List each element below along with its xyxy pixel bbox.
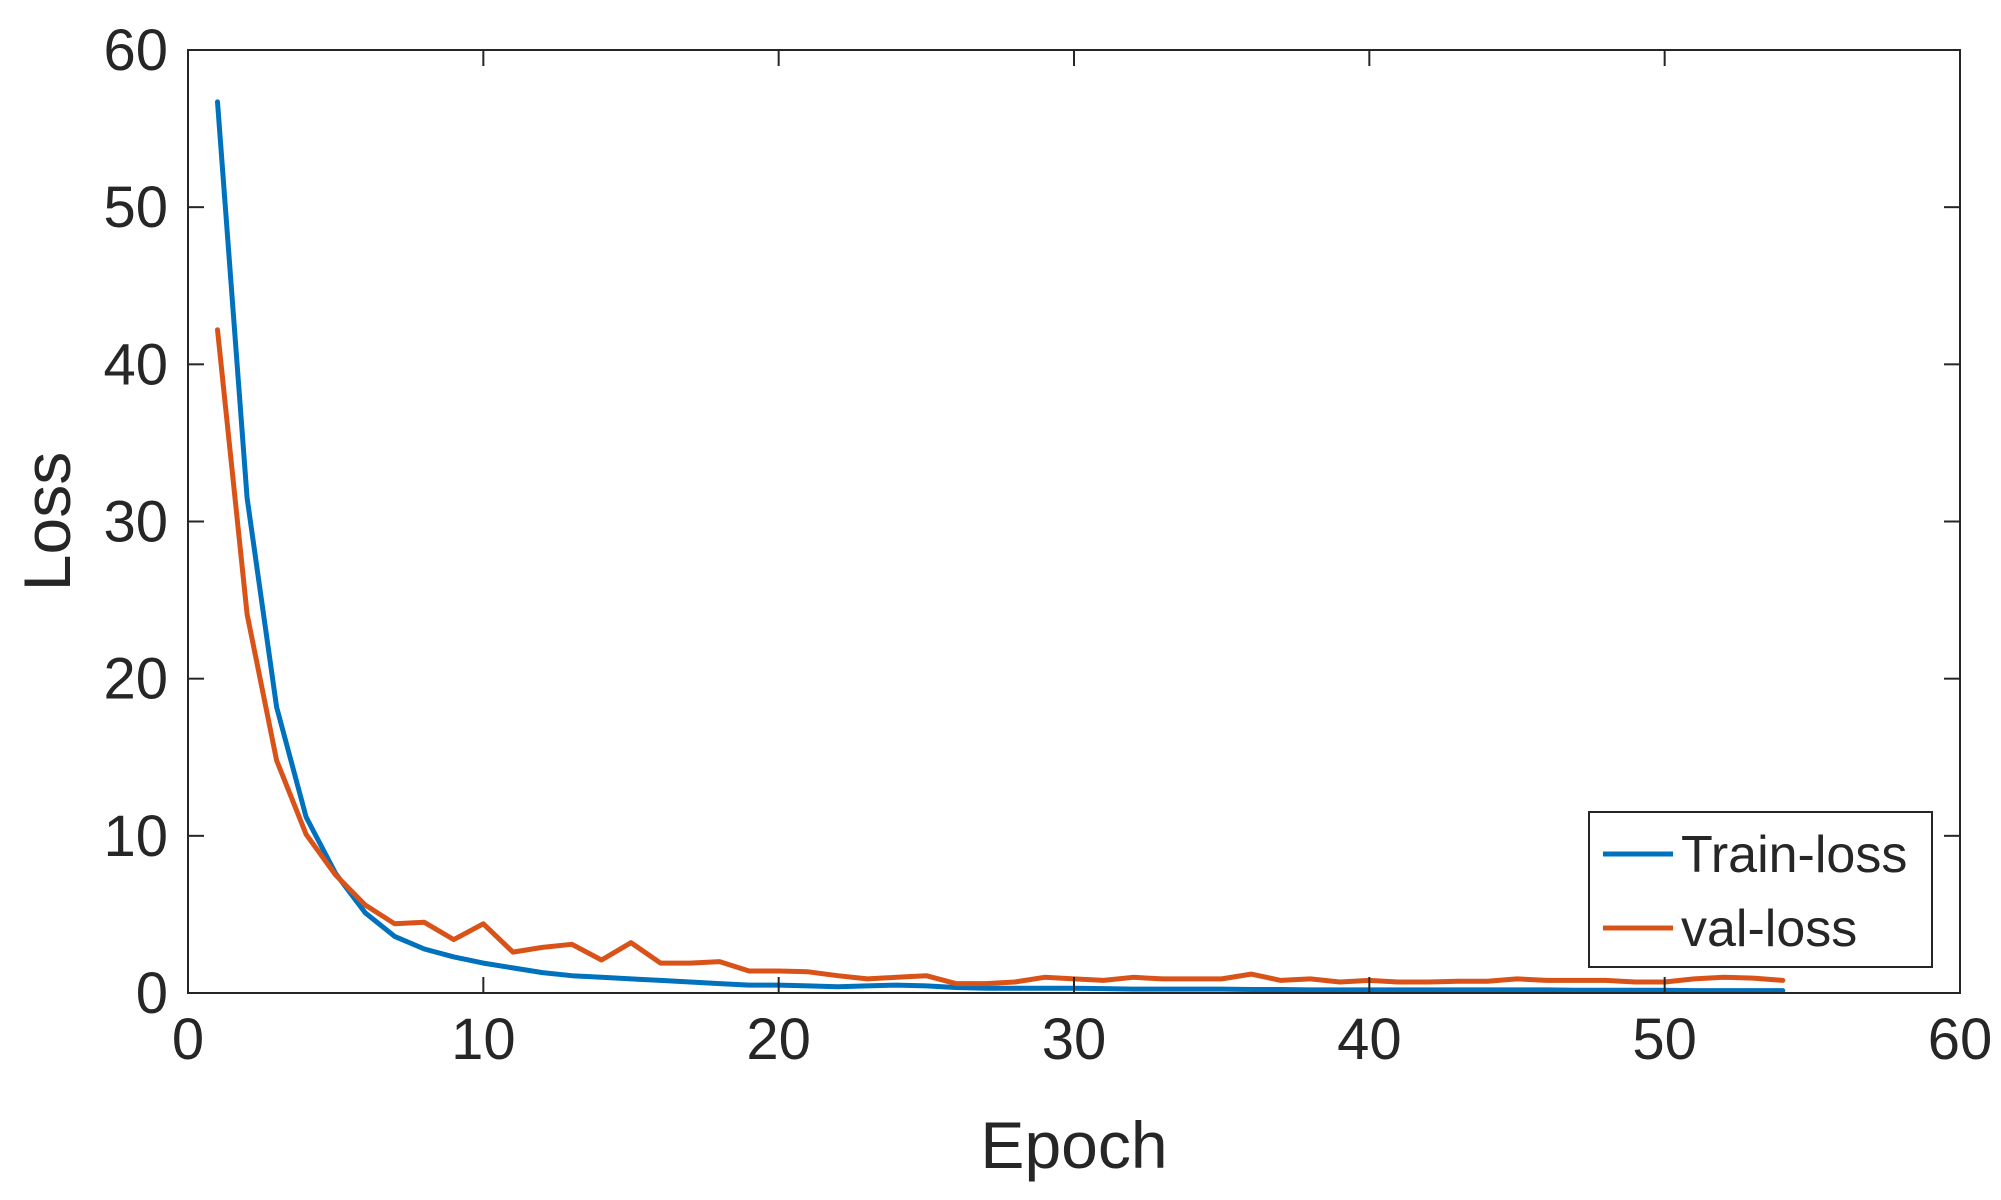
y-axis-title: Loss [10, 452, 84, 591]
x-tick-label: 10 [451, 1007, 516, 1072]
tick-labels: 0 10 20 30 40 50 60 0 10 20 30 40 50 60 [103, 18, 1992, 1072]
series-line-val-loss [215, 327, 1786, 987]
x-tick-label: 50 [1632, 1007, 1697, 1072]
y-tick-label: 50 [103, 175, 168, 240]
x-axis-title: Epoch [980, 1108, 1167, 1182]
legend: Train-loss val-loss [1588, 811, 1933, 968]
x-tick-label: 40 [1337, 1007, 1402, 1072]
y-tick-label: 40 [103, 332, 168, 397]
x-tick-label: 20 [746, 1007, 811, 1072]
y-tick-label: 0 [136, 961, 168, 1026]
x-tick-label: 60 [1928, 1007, 1993, 1072]
y-tick-label: 10 [103, 804, 168, 869]
legend-box [1588, 811, 1933, 968]
series-layer [215, 99, 1786, 994]
series-line-train-loss [215, 99, 1786, 994]
x-tick-label: 0 [172, 1007, 204, 1072]
legend-label: val-loss [1681, 900, 1857, 958]
y-tick-label: 30 [103, 490, 168, 555]
y-tick-label: 20 [103, 647, 168, 712]
y-tick-label: 60 [103, 18, 168, 83]
axes-box [187, 49, 1961, 994]
legend-label: Train-loss [1681, 826, 1907, 884]
x-tick-label: 30 [1042, 1007, 1107, 1072]
